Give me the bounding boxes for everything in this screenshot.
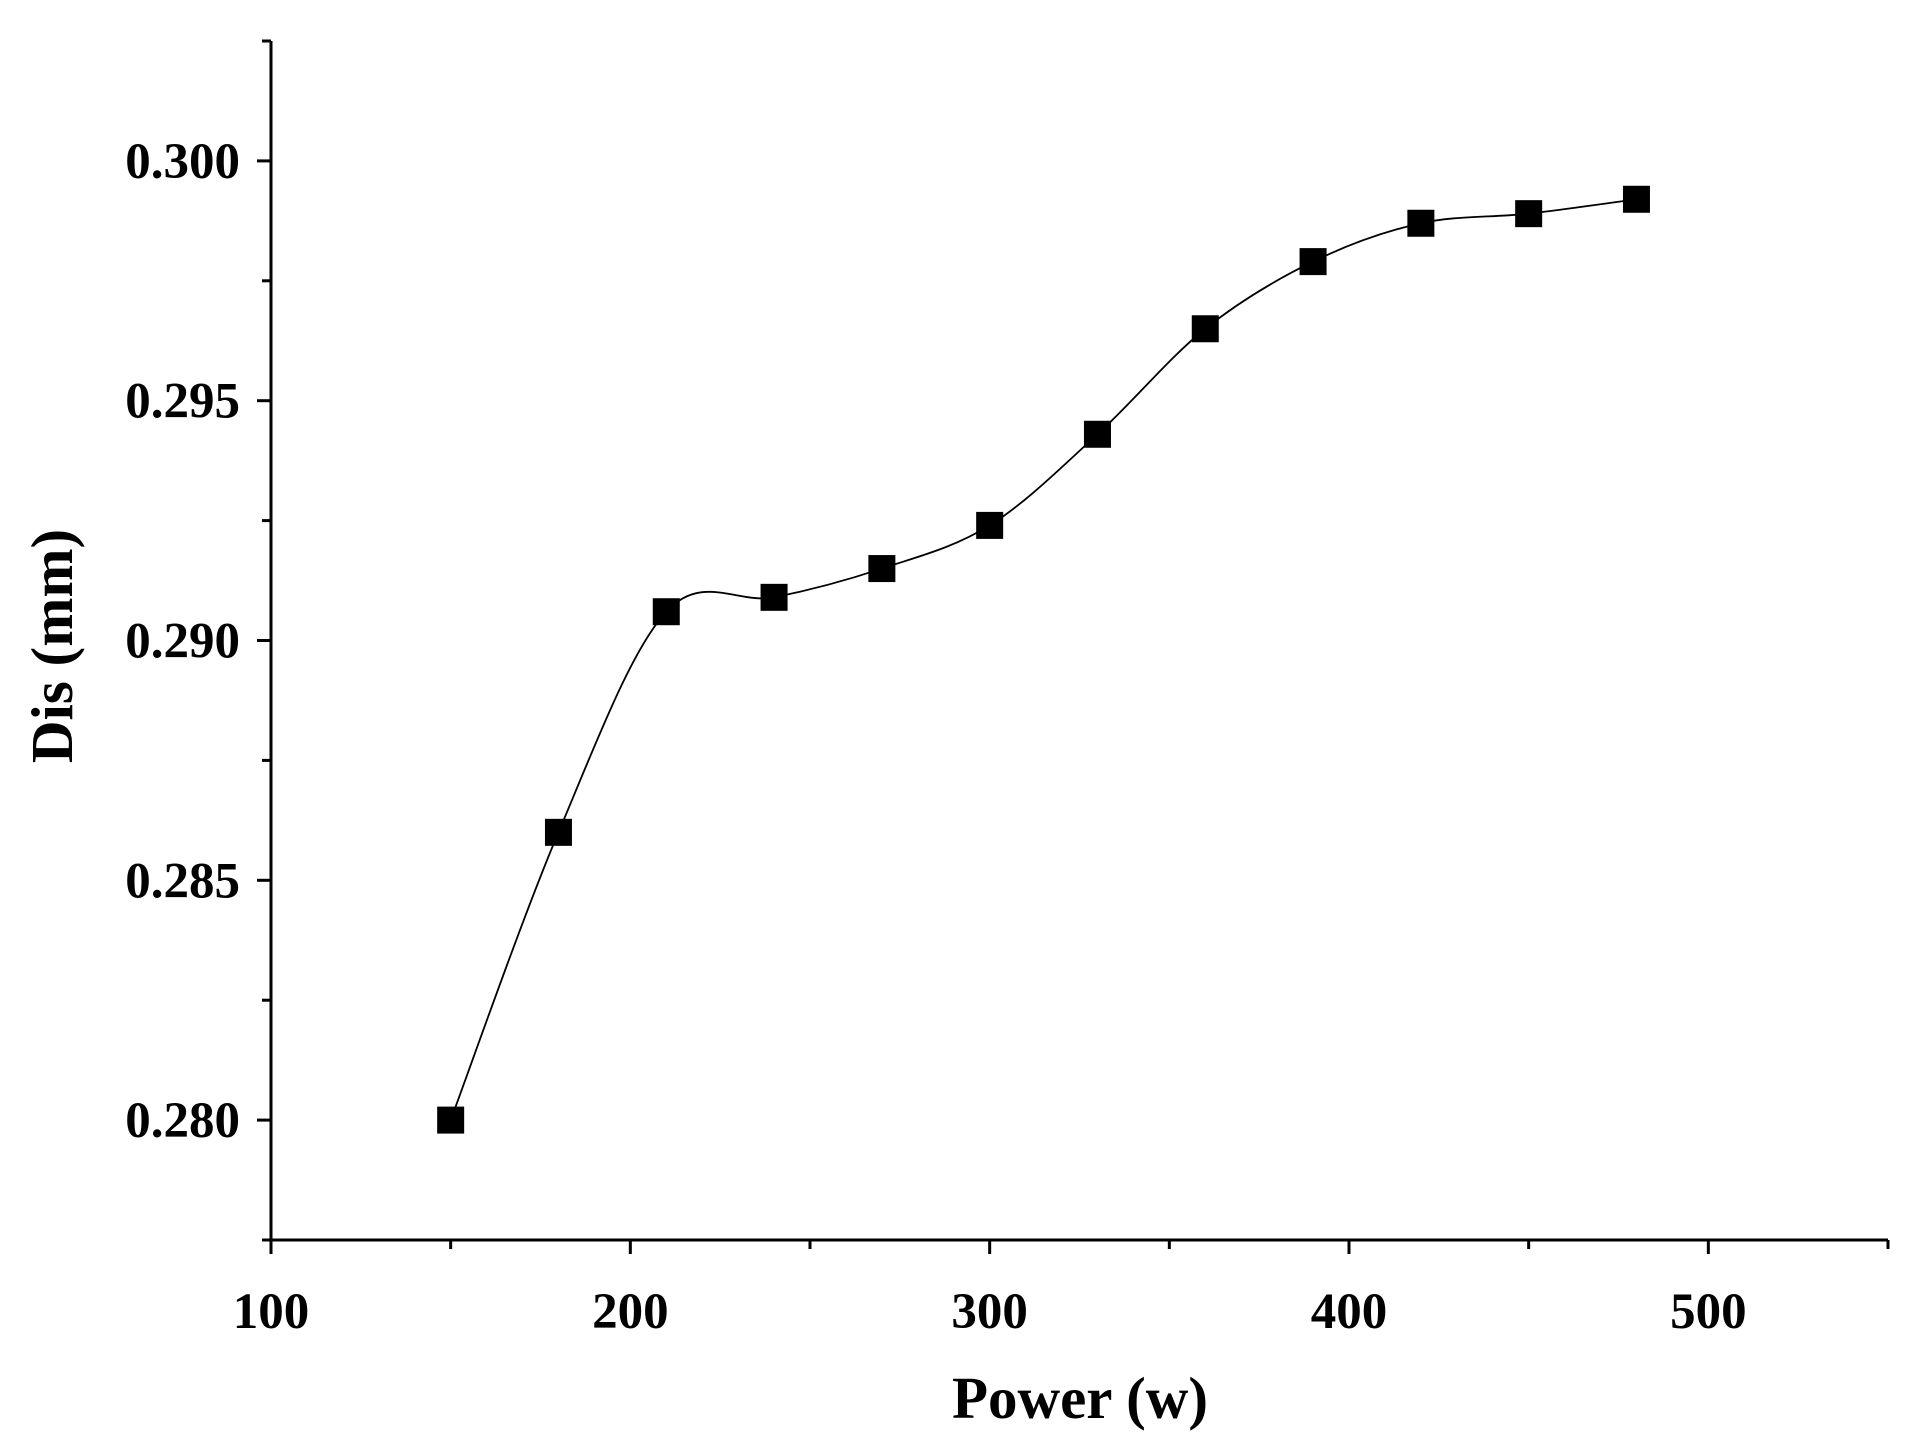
series-line-group — [449, 198, 1637, 1121]
data-point-marker — [544, 818, 572, 846]
x-tick-label: 500 — [1670, 1284, 1747, 1340]
data-point-marker — [1299, 248, 1327, 276]
x-axis-title: Power (w) — [952, 1365, 1208, 1431]
axes: 100 200 300 400 500 0.280 0.285 0.290 0.295 0.300 — [125, 39, 1890, 1340]
data-markers — [437, 185, 1650, 1134]
y-tick-label: 0.290 — [125, 614, 240, 670]
y-axis-title: Dis (mm) — [19, 529, 85, 763]
data-point-marker — [1407, 209, 1435, 237]
series-line — [449, 198, 1637, 1121]
y-tick-label: 0.300 — [125, 134, 240, 190]
x-tick-label: 200 — [592, 1284, 669, 1340]
y-tick-label: 0.280 — [125, 1093, 240, 1149]
x-tick-label: 100 — [233, 1284, 310, 1340]
x-tick-label: 300 — [951, 1284, 1028, 1340]
data-point-marker — [652, 598, 680, 626]
x-tick-label: 400 — [1311, 1284, 1388, 1340]
data-point-marker — [1191, 315, 1219, 343]
data-point-marker — [437, 1106, 465, 1134]
data-point-marker — [1622, 185, 1650, 213]
y-tick-label: 0.295 — [125, 374, 240, 430]
data-point-marker — [1515, 200, 1543, 228]
data-point-marker — [1083, 420, 1111, 448]
data-point-marker — [760, 583, 788, 611]
data-point-marker — [976, 511, 1004, 539]
data-point-marker — [868, 555, 896, 583]
y-tick-label: 0.285 — [125, 853, 240, 909]
